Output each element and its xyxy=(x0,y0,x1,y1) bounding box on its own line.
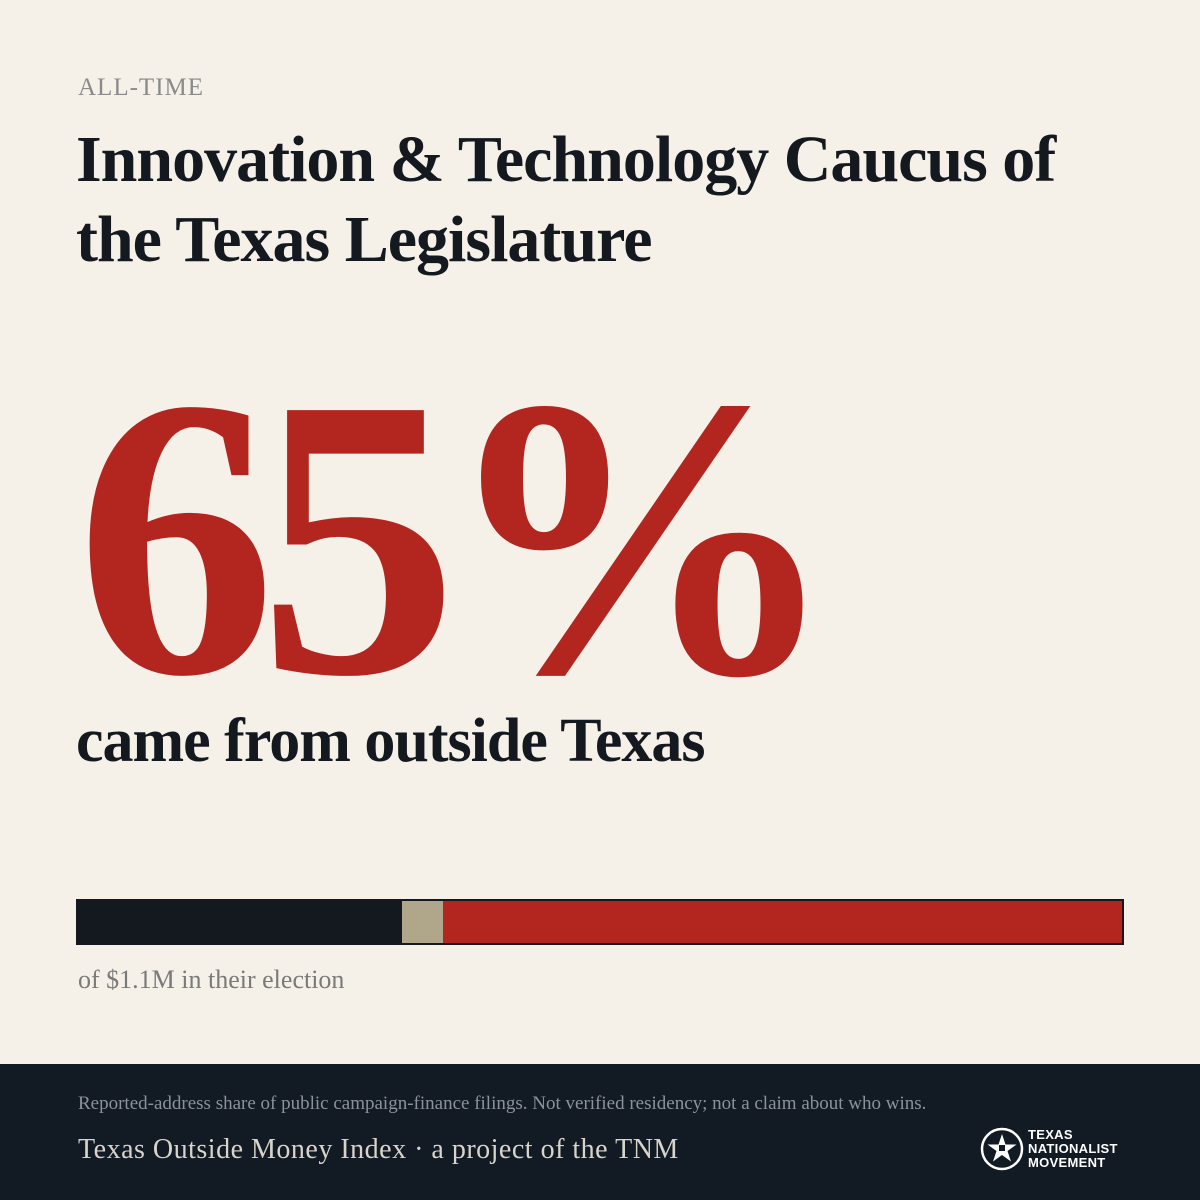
page-title: Innovation & Technology Caucus of the Te… xyxy=(76,123,1056,276)
logo-line-2: NATIONALIST xyxy=(1028,1141,1118,1156)
texas-star-seal-icon xyxy=(980,1127,1024,1171)
logo-line-3: MOVEMENT xyxy=(1028,1155,1106,1170)
footer-disclaimer: Reported-address share of public campaig… xyxy=(78,1093,927,1114)
headline-stat-value: 65% xyxy=(76,316,840,759)
footer-credit: Texas Outside Money Index · a project of… xyxy=(78,1134,679,1165)
bar-caption: of $1.1M in their election xyxy=(78,965,345,994)
bar-segment-3 xyxy=(443,901,1122,943)
eyebrow-label: ALL-TIME xyxy=(78,74,205,101)
headline-stat-label: came from outside Texas xyxy=(76,707,706,775)
tnm-logo: TEXAS NATIONALIST MOVEMENT xyxy=(980,1127,1118,1171)
logo-wordmark: TEXAS NATIONALIST MOVEMENT xyxy=(1028,1128,1118,1170)
bar-segment-2 xyxy=(401,901,444,943)
stacked-share-bar xyxy=(76,899,1124,945)
bar-segment-1 xyxy=(78,901,402,943)
logo-line-1: TEXAS xyxy=(1028,1127,1073,1142)
footer: Reported-address share of public campaig… xyxy=(0,1064,1200,1200)
